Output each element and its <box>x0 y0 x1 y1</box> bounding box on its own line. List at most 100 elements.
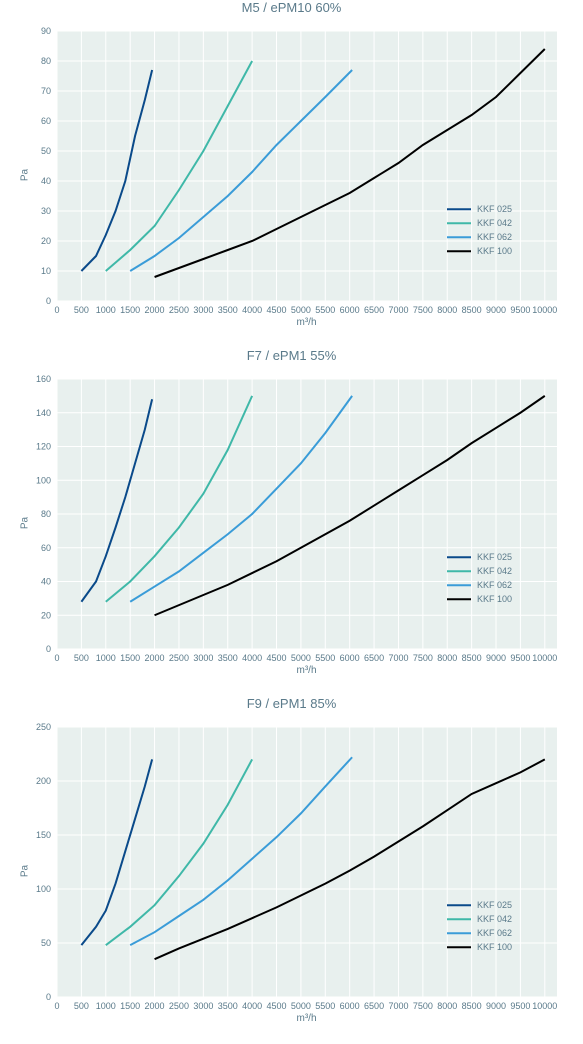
x-tick-label: 1500 <box>120 1001 140 1011</box>
x-tick-label: 1500 <box>120 653 140 663</box>
x-tick-label: 7500 <box>412 653 432 663</box>
legend-label: KKF 100 <box>477 246 512 256</box>
x-tick-label: 1000 <box>95 1001 115 1011</box>
x-tick-label: 7000 <box>388 305 408 315</box>
y-tick-label: 60 <box>40 116 50 126</box>
y-axis-label: Pa <box>19 864 30 876</box>
y-tick-label: 40 <box>40 577 50 587</box>
chart-title: F7 / ePM1 55% <box>17 348 567 363</box>
x-tick-label: 6500 <box>364 305 384 315</box>
y-tick-label: 80 <box>40 56 50 66</box>
legend-label: KKF 062 <box>477 928 512 938</box>
x-tick-label: 4000 <box>242 653 262 663</box>
x-tick-label: 6500 <box>364 653 384 663</box>
y-tick-label: 200 <box>35 776 50 786</box>
y-tick-label: 60 <box>40 543 50 553</box>
plot-area: Pa02040608010012014016005001000150020002… <box>17 369 567 676</box>
plot-area: Pa05010015020025005001000150020002500300… <box>17 717 567 1024</box>
legend-label: KKF 100 <box>477 594 512 604</box>
x-tick-label: 8000 <box>437 1001 457 1011</box>
x-tick-label: 10000 <box>532 305 557 315</box>
x-tick-label: 500 <box>73 305 88 315</box>
chart-title: M5 / ePM10 60% <box>17 0 567 15</box>
x-tick-label: 4500 <box>266 1001 286 1011</box>
x-tick-label: 3000 <box>193 653 213 663</box>
y-axis-label: Pa <box>19 168 30 180</box>
y-tick-label: 30 <box>40 206 50 216</box>
x-tick-label: 3500 <box>217 1001 237 1011</box>
x-tick-label: 9500 <box>510 653 530 663</box>
y-tick-label: 50 <box>40 146 50 156</box>
x-tick-label: 4500 <box>266 653 286 663</box>
x-tick-label: 500 <box>73 653 88 663</box>
x-tick-label: 5500 <box>315 653 335 663</box>
legend-label: KKF 042 <box>477 218 512 228</box>
x-tick-label: 1500 <box>120 305 140 315</box>
x-tick-label: 6000 <box>339 653 359 663</box>
x-tick-label: 4000 <box>242 1001 262 1011</box>
x-tick-label: 3500 <box>217 305 237 315</box>
x-tick-label: 4500 <box>266 305 286 315</box>
x-axis-label: m³/h <box>57 1013 557 1024</box>
y-tick-label: 0 <box>45 644 50 654</box>
x-tick-label: 7500 <box>412 1001 432 1011</box>
y-tick-label: 50 <box>40 938 50 948</box>
x-tick-label: 8500 <box>461 305 481 315</box>
y-tick-label: 20 <box>40 610 50 620</box>
y-tick-label: 40 <box>40 176 50 186</box>
legend-label: KKF 025 <box>477 204 512 214</box>
plot-area: Pa01020304050607080900500100015002000250… <box>17 21 567 328</box>
x-tick-label: 8000 <box>437 653 457 663</box>
x-tick-label: 10000 <box>532 1001 557 1011</box>
x-tick-label: 7000 <box>388 1001 408 1011</box>
legend-label: KKF 062 <box>477 580 512 590</box>
x-tick-label: 9500 <box>510 1001 530 1011</box>
y-tick-label: 100 <box>35 475 50 485</box>
y-tick-label: 10 <box>40 266 50 276</box>
x-axis-label: m³/h <box>57 317 557 328</box>
legend-label: KKF 025 <box>477 900 512 910</box>
y-tick-label: 90 <box>40 26 50 36</box>
chart-title: F9 / ePM1 85% <box>17 696 567 711</box>
x-tick-label: 3500 <box>217 653 237 663</box>
x-tick-label: 1000 <box>95 653 115 663</box>
x-tick-label: 2000 <box>144 1001 164 1011</box>
legend-label: KKF 062 <box>477 232 512 242</box>
chart-f7: F7 / ePM1 55%Pa0204060801001201401600500… <box>17 348 567 676</box>
y-tick-label: 0 <box>45 992 50 1002</box>
x-tick-label: 6000 <box>339 305 359 315</box>
x-tick-label: 5000 <box>290 305 310 315</box>
y-tick-label: 120 <box>35 442 50 452</box>
x-tick-label: 8000 <box>437 305 457 315</box>
x-tick-label: 9000 <box>486 1001 506 1011</box>
x-tick-label: 2000 <box>144 305 164 315</box>
x-axis-label: m³/h <box>57 665 557 676</box>
y-tick-label: 150 <box>35 830 50 840</box>
x-tick-label: 8500 <box>461 1001 481 1011</box>
x-tick-label: 5500 <box>315 305 335 315</box>
y-axis-label: Pa <box>19 516 30 528</box>
x-tick-label: 2500 <box>168 1001 188 1011</box>
legend-label: KKF 042 <box>477 566 512 576</box>
charts-container: M5 / ePM10 60%Pa010203040506070809005001… <box>0 0 583 1024</box>
y-tick-label: 140 <box>35 408 50 418</box>
x-tick-label: 10000 <box>532 653 557 663</box>
x-tick-label: 7000 <box>388 653 408 663</box>
x-tick-label: 3000 <box>193 1001 213 1011</box>
y-tick-label: 80 <box>40 509 50 519</box>
x-tick-label: 4000 <box>242 305 262 315</box>
x-tick-label: 5000 <box>290 653 310 663</box>
x-tick-label: 0 <box>54 653 59 663</box>
x-tick-label: 2500 <box>168 653 188 663</box>
x-tick-label: 6000 <box>339 1001 359 1011</box>
y-tick-label: 250 <box>35 722 50 732</box>
y-tick-label: 0 <box>45 296 50 306</box>
y-tick-label: 20 <box>40 236 50 246</box>
x-tick-label: 6500 <box>364 1001 384 1011</box>
x-tick-label: 500 <box>73 1001 88 1011</box>
x-tick-label: 2500 <box>168 305 188 315</box>
chart-m5: M5 / ePM10 60%Pa010203040506070809005001… <box>17 0 567 328</box>
x-tick-label: 7500 <box>412 305 432 315</box>
chart-f9: F9 / ePM1 85%Pa0501001502002500500100015… <box>17 696 567 1024</box>
x-tick-label: 3000 <box>193 305 213 315</box>
